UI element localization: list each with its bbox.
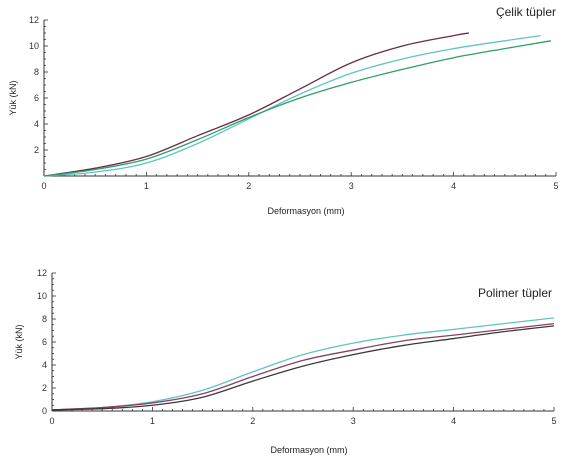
x-tick-label: 2 xyxy=(250,416,255,426)
x-tick-label: 5 xyxy=(551,416,556,426)
y-tick-label: 4 xyxy=(34,119,39,129)
x-axis-title: Deformasyon (mm) xyxy=(267,206,344,216)
y-tick-label: 4 xyxy=(42,360,47,370)
x-tick-label: 5 xyxy=(553,181,558,191)
series-line-3 xyxy=(43,40,551,177)
y-tick-label: 2 xyxy=(34,145,39,155)
series-line-2 xyxy=(51,322,555,411)
y-tick-label: 0 xyxy=(42,406,47,416)
series-line-1 xyxy=(51,317,555,411)
y-tick-label: 10 xyxy=(37,291,47,301)
y-tick-label: 10 xyxy=(29,41,39,51)
x-tick-label: 2 xyxy=(246,181,251,191)
x-axis-title: Deformasyon (mm) xyxy=(270,445,347,455)
y-tick-label: 8 xyxy=(42,314,47,324)
y-axis-title: Yük (kN) xyxy=(8,80,18,115)
y-tick-label: 6 xyxy=(34,93,39,103)
x-tick-label: 1 xyxy=(150,416,155,426)
x-tick-label: 0 xyxy=(49,416,54,426)
x-tick-label: 3 xyxy=(349,181,354,191)
x-tick-label: 4 xyxy=(451,181,456,191)
chart-title: Çelik tüpler xyxy=(496,5,556,19)
y-tick-label: 12 xyxy=(29,15,39,25)
chart-title: Polimer tüpler xyxy=(478,286,552,300)
y-axis-title: Yük (kN) xyxy=(14,324,24,359)
series-line-3 xyxy=(51,325,555,411)
x-tick-label: 4 xyxy=(451,416,456,426)
y-tick-label: 12 xyxy=(37,268,47,278)
series-line-2 xyxy=(43,34,541,177)
y-tick-label: 2 xyxy=(42,383,47,393)
series-line-1 xyxy=(43,32,470,177)
x-tick-label: 0 xyxy=(41,181,46,191)
y-tick-label: 6 xyxy=(42,337,47,347)
y-tick-label: 8 xyxy=(34,67,39,77)
x-tick-label: 3 xyxy=(351,416,356,426)
x-tick-label: 1 xyxy=(144,181,149,191)
